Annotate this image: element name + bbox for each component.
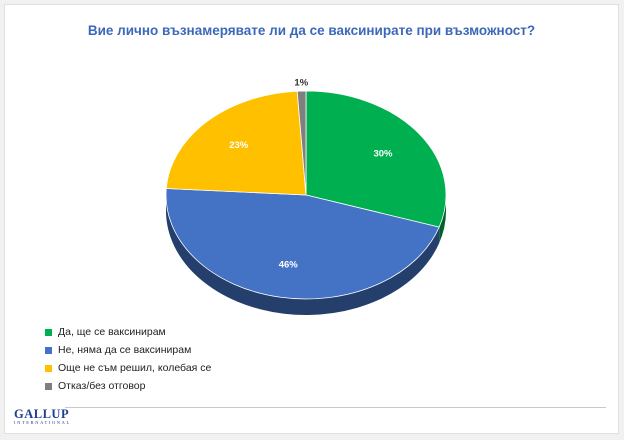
pie-slice-1pct [296,90,307,196]
legend-swatch [45,364,52,372]
pie-chart: 30% 46% 23% 1% [165,78,447,316]
pie-label-23pct: 23% [229,140,249,151]
footer-divider [65,407,606,408]
pie-label-30pct: 30% [373,148,393,159]
legend-item: Още не съм решил, колебая се [45,359,211,377]
logo-sub-text: INTERNATIONAL [14,420,71,425]
pie-slice-30pct [305,90,447,228]
pie-side-46pct [166,195,440,316]
chart-legend: Да, ще се ваксинирам Не, няма да се вакси… [45,323,211,395]
gallup-logo: GALLUP INTERNATIONAL [14,408,71,425]
pie-slice-23pct [165,90,307,196]
pie-label-1pct: 1% [294,78,308,89]
legend-label: Да, ще се ваксинирам [58,326,166,338]
chart-title: Вие лично възнамерявате ли да се ваксини… [87,23,536,38]
legend-swatch [45,382,52,390]
legend-item: Отказ/без отговор [45,377,211,395]
legend-item: Да, ще се ваксинирам [45,323,211,341]
pie-slice-46pct [165,188,440,300]
legend-item: Не, няма да се ваксинирам [45,341,211,359]
legend-label: Не, няма да се ваксинирам [58,344,192,356]
legend-label: Отказ/без отговор [58,380,146,392]
logo-main-text: GALLUP [14,407,70,421]
legend-swatch [45,346,52,354]
legend-label: Още не съм решил, колебая се [58,362,212,374]
pie-label-46pct: 46% [279,260,299,271]
slide-frame: Вие лично възнамерявате ли да се ваксини… [4,4,619,434]
legend-swatch [45,328,52,336]
